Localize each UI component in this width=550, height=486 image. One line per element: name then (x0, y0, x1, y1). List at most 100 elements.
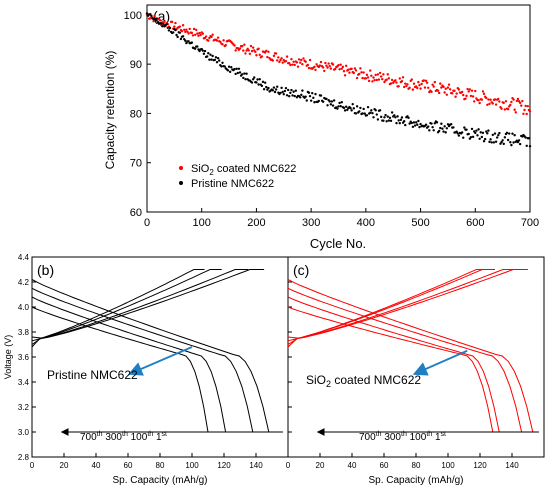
pristine-point (418, 125, 421, 129)
legend-label-pristine: Pristine NMC622 (191, 178, 274, 190)
pristine-point (389, 119, 393, 123)
pristine-point (339, 104, 342, 108)
pristine-point (483, 137, 487, 141)
coated-point (419, 87, 422, 90)
pristine-point (286, 88, 290, 92)
coated-point (471, 95, 475, 98)
panel-a-xtick-label: 700 (521, 217, 539, 229)
pristine-point (190, 41, 194, 44)
pristine-point (485, 130, 488, 133)
pristine-point (480, 135, 484, 139)
coated-point (466, 87, 469, 91)
pristine-point (211, 54, 214, 58)
pristine-point (290, 88, 293, 92)
coated-point (446, 86, 450, 89)
coated-point (314, 68, 317, 72)
coated-point (416, 86, 419, 90)
pristine-point (338, 101, 341, 105)
coated-point (404, 82, 407, 85)
pristine-point (494, 140, 498, 143)
pristine-point (238, 71, 242, 74)
coated-point (420, 82, 423, 86)
panel-b-curves (31, 269, 283, 436)
coated-point (361, 76, 364, 80)
pristine-point (274, 88, 278, 91)
pristine-point (205, 55, 209, 58)
pristine-point (288, 94, 291, 98)
pristine-point (346, 108, 349, 112)
xtick-label: 40 (92, 461, 101, 470)
pristine-point (512, 141, 515, 144)
pristine-point (228, 70, 232, 74)
pristine-point (289, 91, 292, 95)
coated-point (395, 81, 398, 84)
coated-point (192, 27, 196, 31)
pristine-point (375, 113, 378, 116)
pristine-point (510, 143, 513, 147)
coated-point (366, 76, 370, 79)
pristine-point (475, 129, 478, 132)
pristine-point (517, 139, 521, 142)
coated-point (265, 49, 268, 53)
pristine-point (474, 131, 477, 135)
pristine-point (325, 97, 328, 101)
pristine-point (235, 67, 238, 71)
pristine-point (201, 49, 205, 52)
pristine-point (508, 132, 511, 135)
coated-point (367, 79, 371, 83)
pristine-point (328, 100, 331, 103)
coated-point (284, 59, 288, 63)
pristine-point (178, 31, 182, 34)
coated-point (436, 89, 440, 92)
coated-point (188, 27, 191, 31)
xtick-label: 80 (412, 461, 421, 470)
pristine-point (314, 92, 317, 96)
pristine-point (226, 69, 230, 72)
pristine-point (467, 132, 470, 136)
pristine-point (244, 78, 247, 81)
coated-point (299, 61, 302, 64)
pristine-point (281, 90, 284, 94)
coated-point (369, 69, 372, 72)
pristine-point (291, 94, 294, 97)
pristine-point (317, 99, 321, 103)
coated-point (465, 94, 468, 98)
ytick-label: 3.2 (18, 403, 30, 412)
pristine-point (203, 49, 207, 53)
coated-point (502, 101, 505, 105)
pristine-point (410, 121, 414, 125)
xtick-label: 0 (30, 461, 35, 470)
panel-a-frame (146, 4, 531, 213)
pristine-point (209, 53, 212, 56)
discharge-curve (287, 296, 500, 433)
pristine-point (400, 116, 404, 119)
pristine-point (450, 122, 453, 126)
coated-point (427, 86, 430, 89)
pristine-point (262, 87, 266, 91)
pristine-point (462, 136, 465, 139)
pristine-point (383, 116, 386, 119)
ytick-label: 4.2 (18, 278, 30, 287)
coated-point (210, 35, 213, 39)
pristine-point (525, 144, 528, 148)
pristine-point (272, 86, 276, 89)
discharge-curve (287, 279, 534, 433)
coated-point (211, 33, 214, 36)
panel-a-xtick-label: 600 (466, 217, 484, 229)
pristine-point (378, 109, 382, 112)
discharge-curve (287, 306, 494, 433)
pristine-point (444, 131, 447, 134)
panel-c-xlabel: Sp. Capacity (mAh/g) (368, 475, 463, 486)
pristine-point (329, 103, 333, 106)
legend-marker-coated (179, 166, 183, 170)
coated-point (405, 84, 408, 88)
coated-point (234, 49, 237, 52)
pristine-point (265, 85, 268, 89)
coated-point (493, 98, 497, 101)
panel-a-ytick-label: 100 (124, 10, 142, 22)
coated-point (523, 108, 526, 112)
coated-point (276, 59, 279, 62)
pristine-point (273, 90, 277, 94)
coated-point (520, 104, 523, 107)
xtick-label: 120 (473, 461, 487, 470)
